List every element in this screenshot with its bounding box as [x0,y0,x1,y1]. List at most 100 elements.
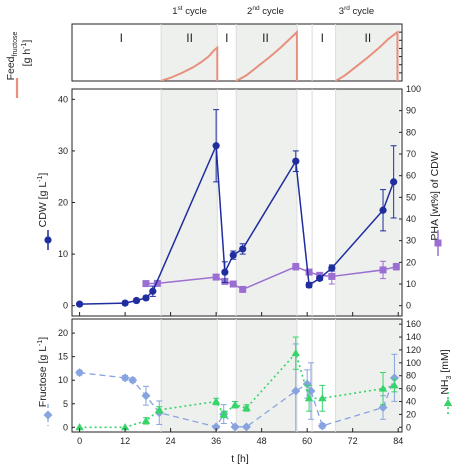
fructose-point [241,422,251,432]
phase-label: II [365,31,372,45]
pha-point [229,280,237,288]
pha-ytick-label: 40 [406,214,416,224]
pha-point [292,263,300,271]
cdw-point [390,178,398,186]
pha-point [239,285,247,293]
phase-ii-shade [236,319,297,432]
phase-labels: I II I II I II [120,31,372,45]
svg-text:NH3 [mM]: NH3 [mM] [439,349,453,394]
pha-point [142,280,150,288]
pha-ytick-label: 70 [406,149,416,159]
phase-label: II [186,31,193,45]
x-tick-label: 0 [77,436,82,446]
cdw-point [121,299,129,307]
fructose-label-exp: -1 [37,340,44,346]
fructose-point [378,403,388,413]
phase-shading-feed [161,24,401,81]
svg-text:[g h-1]: [g h-1] [21,40,33,67]
cdw-point [316,274,324,282]
nh3-ytick-label: 80 [406,371,416,381]
x-tick-label: 72 [348,436,358,446]
fructose-point [389,373,399,383]
nh3-ytick-label: 40 [406,397,416,407]
nh3-point [120,423,130,431]
pha-ytick-label: 90 [406,106,416,116]
nh3-label-open: NH [439,379,451,394]
cdw-ytick-label: 0 [63,301,68,311]
fructose-ytick-label: 10 [58,375,68,385]
pha-point [305,268,313,276]
cycle-label-3: 3rd cycle [339,5,374,17]
nh3-ytick-label: 120 [406,345,421,355]
cdw-legend-marker [44,236,52,244]
feed-fructose-line [160,45,219,81]
fructose-point [211,422,221,432]
pha-point [328,272,336,280]
pha-point [379,266,387,274]
nh3-point [242,403,251,411]
legend-swatches [15,78,453,426]
nh3-point [230,400,240,408]
feed-ylabel: Feedfructose [5,31,19,80]
fructose-point [317,421,327,431]
phase-label: I [120,31,123,45]
nh3-ytick-label: 100 [406,358,421,368]
cdw-point [75,300,84,308]
pha-ytick-label: 80 [406,127,416,137]
nh3-ytick-label: 60 [406,384,416,394]
fructose-ytick-label: 15 [58,352,68,362]
cycle-labels: 1st cycle 2nd cycle 3rd cycle [172,5,374,17]
cdw-point [328,264,336,272]
svg-text:Feedfructose: Feedfructose [5,31,19,80]
nh3-ytick-label: 0 [406,422,411,432]
cdw-point [239,245,247,253]
feed-fructose-line [335,30,399,81]
pha-ylabel-text: PHA [wt%] of CDW [429,151,441,240]
cdw-ylabel: CDW [g L-1] [37,173,49,228]
nh3-label-close: [mM] [439,349,451,375]
x-tick-label: 48 [257,436,267,446]
pha-ytick-label: 0 [406,301,411,311]
feed-unit-close: ] [21,40,33,43]
feed-unit-open: [g h [21,49,33,67]
cdw-point [229,251,237,259]
phase-ii-shade [335,89,401,316]
pha-ytick-label: 10 [406,279,416,289]
fructose-point [128,375,138,385]
nh3-point [318,394,327,402]
cycle-label-1: 1st cycle [172,5,207,17]
nh3-ytick-label: 20 [406,409,416,419]
x-axis-label: t [h] [231,453,249,465]
phase-label: II [262,31,269,45]
nh3-point [291,348,300,357]
fructose-point [230,422,240,432]
nh3-point [304,394,314,402]
fructose-point [141,391,151,401]
phase-dividers [160,24,337,432]
cdw-point [212,142,220,150]
cdw-point [292,157,300,165]
nh3-label-sub: 3 [446,375,453,379]
fructose-label-open: Fructose [g L [37,346,49,407]
nh3-point [219,410,228,418]
phase-ii-shade [161,24,218,81]
cdw-ytick-label: 30 [58,146,68,156]
nh3-point [141,416,151,424]
x-tick-label: 24 [166,436,176,446]
cdw-label-exp: -1 [37,175,44,181]
pha-point [392,263,400,271]
cdw-ytick-label: 10 [58,249,68,259]
nh3-ytick-label: 140 [406,332,421,342]
fructose-nh3-series [75,336,399,432]
phase-shading-cdw [161,89,401,316]
fructose-point [120,373,130,383]
phase-label: I [225,31,228,45]
phase-ii-shade [161,319,218,432]
svg-text:CDW [g L-1]: CDW [g L-1] [37,173,49,228]
nh3-point [155,405,164,413]
cycle-label-2: 2nd cycle [247,5,284,17]
pha-ytick-label: 30 [406,236,416,246]
pha-ytick-label: 100 [406,84,421,94]
pha-ylabel: PHA [wt%] of CDW [429,151,441,240]
